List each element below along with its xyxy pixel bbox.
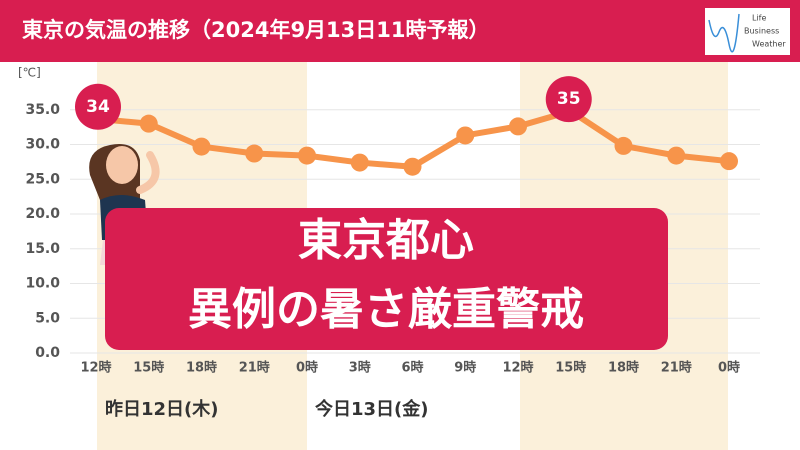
logo-wave xyxy=(708,13,740,53)
x-tick-label: 21時 xyxy=(661,360,692,376)
point xyxy=(139,114,158,133)
x-tick-label: 9時 xyxy=(454,360,476,376)
x-tick-label: 18時 xyxy=(608,360,639,376)
day-label: 昨日12日(木) xyxy=(105,398,219,420)
annotation: 異例の暑さ厳重警戒 xyxy=(188,284,584,335)
x-tick-label: 12時 xyxy=(502,360,533,376)
logo: Life Business Weather xyxy=(705,8,790,55)
logo-text: Business xyxy=(744,27,779,36)
point xyxy=(720,152,738,171)
point xyxy=(403,157,422,176)
y-tick-label: 0.0 xyxy=(35,345,60,361)
annotation-box xyxy=(105,208,668,350)
x-tick-label: 6時 xyxy=(401,360,423,376)
face xyxy=(106,146,138,184)
y-tick-label: 5.0 xyxy=(35,310,60,326)
y-tick-label: 25.0 xyxy=(25,171,60,187)
x-tick-label: 15時 xyxy=(555,360,586,376)
y-tick-label: 30.0 xyxy=(25,137,60,153)
x-tick-label: 18時 xyxy=(186,360,217,376)
point xyxy=(667,146,686,165)
x-tick-label: 3時 xyxy=(349,360,371,376)
point xyxy=(509,117,527,136)
y-tick-label: 20.0 xyxy=(25,206,60,222)
value-label: 35 xyxy=(557,89,581,109)
x-tick-label: 0時 xyxy=(718,360,740,376)
y-tick-label: 15.0 xyxy=(25,241,60,257)
point xyxy=(614,136,633,155)
day-label: 今日13日(金) xyxy=(315,398,429,420)
y-tick-label: 10.0 xyxy=(25,276,60,292)
point xyxy=(245,144,264,163)
logo-text: Weather xyxy=(752,40,786,49)
y-unit: [℃] xyxy=(18,66,41,80)
logo-text: Life xyxy=(752,14,766,23)
point xyxy=(298,146,316,165)
annotation: 東京都心 xyxy=(298,215,474,266)
chart-title: 東京の気温の推移（2024年9月13日11時予報） xyxy=(22,18,490,42)
x-tick-label: 0時 xyxy=(296,360,318,376)
header xyxy=(0,0,800,62)
x-tick-label: 21時 xyxy=(239,360,270,376)
x-tick-label: 12時 xyxy=(80,360,111,376)
x-tick-label: 15時 xyxy=(133,360,164,376)
point xyxy=(192,137,211,156)
value-label-bg xyxy=(75,83,121,130)
y-tick-label: 35.0 xyxy=(25,102,60,118)
arm xyxy=(136,151,160,194)
value-label-bg xyxy=(545,76,592,123)
point xyxy=(456,126,475,145)
value-label: 34 xyxy=(86,97,110,117)
point xyxy=(350,153,369,172)
